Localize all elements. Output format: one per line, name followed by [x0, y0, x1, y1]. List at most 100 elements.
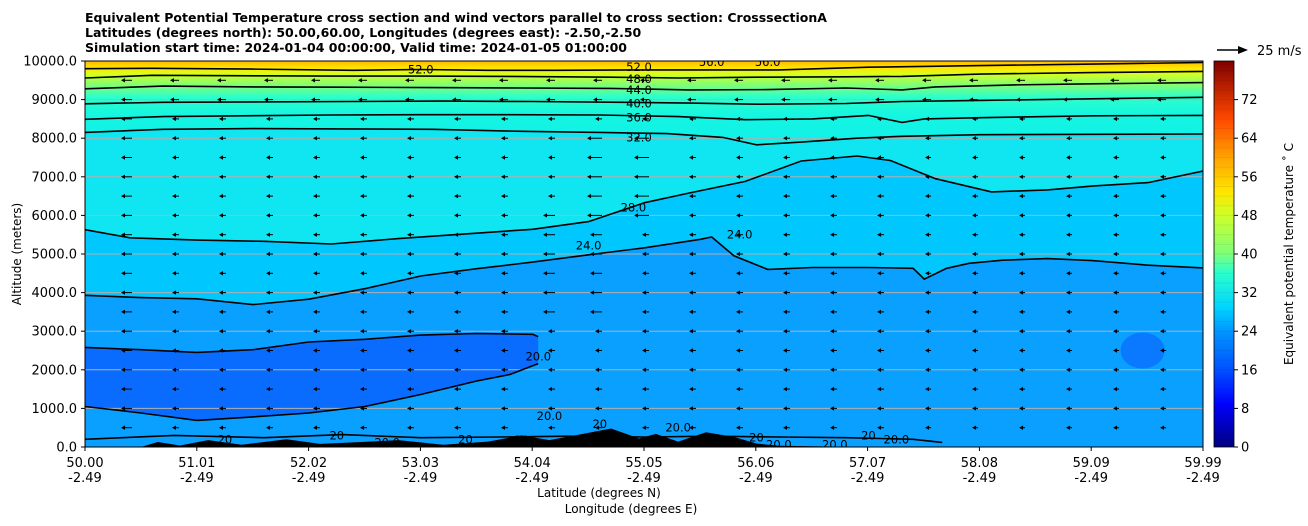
- wind-vector-head: [1113, 329, 1118, 334]
- wind-vector-head: [634, 174, 639, 179]
- contour-label: 48.0: [626, 72, 652, 86]
- wind-vector-head: [1160, 386, 1165, 392]
- wind-vector-head: [877, 232, 882, 237]
- wind-vector-head: [1207, 426, 1211, 430]
- wind-vector-head: [313, 309, 318, 315]
- wind-vector-head: [360, 155, 365, 160]
- contour-label: 20.0: [665, 421, 691, 435]
- wind-vector-head: [360, 309, 365, 315]
- colorbar-tick-label: 72: [1241, 93, 1258, 108]
- wind-vector-head: [830, 425, 835, 430]
- wind-vector-head: [501, 193, 506, 199]
- wind-vector-head: [1066, 425, 1071, 430]
- wind-vector-head: [407, 348, 412, 353]
- contour-label: 20.0: [374, 435, 400, 449]
- colorbar-gradient: [1214, 61, 1234, 447]
- wind-vector-head: [1066, 348, 1071, 353]
- wind-vector-head: [172, 116, 177, 122]
- wind-vector-head: [360, 232, 365, 237]
- wind-vector-head: [877, 329, 882, 334]
- wind-vector-head: [642, 329, 647, 334]
- wind-vector-head: [454, 213, 459, 218]
- wind-vector-head: [736, 155, 741, 160]
- x-tick-label-lat: 57.07: [849, 456, 886, 471]
- wind-vector-head: [1207, 290, 1211, 294]
- wind-vector-head: [219, 406, 224, 411]
- wind-vector-head: [590, 271, 595, 276]
- contour-line-44: [85, 81, 1203, 91]
- wind-vector-head: [266, 329, 271, 334]
- wind-vector-head: [689, 386, 694, 392]
- wind-vector-head: [407, 425, 412, 430]
- wind-vector-head: [634, 155, 639, 160]
- wind-vector-head: [407, 271, 412, 276]
- wind-vector-head: [1113, 251, 1118, 257]
- wind-vector-head: [972, 329, 977, 334]
- fill-patch-east: [1120, 332, 1165, 369]
- wind-vector-head: [407, 136, 412, 141]
- wind-vector-head: [219, 309, 224, 315]
- wind-vector-head: [642, 116, 647, 122]
- wind-vector-head: [1113, 367, 1118, 372]
- wind-vector-head: [172, 329, 177, 334]
- wind-vector-head: [830, 271, 835, 276]
- wind-vector-head: [121, 309, 126, 315]
- wind-vector-head: [830, 309, 835, 315]
- x-tick-label-lat: 59.99: [1184, 456, 1221, 471]
- wind-vector-head: [783, 348, 788, 353]
- y-axis-label: Altitude (meters): [10, 203, 24, 305]
- wind-vector-head: [264, 97, 269, 102]
- wind-vector-head: [736, 232, 741, 237]
- x-tick-label-lat: 52.02: [290, 456, 327, 471]
- wind-vector-head: [1207, 348, 1211, 352]
- wind-vector-head: [587, 136, 592, 141]
- wind-vector-head: [1207, 136, 1211, 140]
- wind-vector-head: [736, 425, 741, 430]
- contour-label: 20: [329, 428, 344, 442]
- y-tick-label: 2000.0: [32, 363, 78, 378]
- wind-vector-head: [360, 348, 365, 353]
- wind-vector-head: [172, 251, 177, 257]
- wind-vector-head: [1160, 174, 1165, 179]
- wind-vector-head: [219, 329, 224, 334]
- quiver-key: 25 m/s: [1217, 44, 1302, 59]
- x-tick-label-lat: 50.00: [66, 456, 103, 471]
- wind-vector-head: [1157, 78, 1162, 83]
- wind-vector-head: [1113, 386, 1118, 392]
- contour-label: 20: [514, 433, 529, 447]
- wind-vector-head: [74, 233, 78, 237]
- wind-vector-head: [407, 386, 412, 392]
- wind-vector-head: [925, 406, 930, 411]
- wind-vector-head: [783, 251, 788, 257]
- wind-vector-head: [1066, 309, 1071, 315]
- wind-vector-head: [454, 425, 459, 430]
- colorbar-tick-label: 64: [1241, 132, 1258, 147]
- wind-vector-head: [313, 213, 318, 218]
- wind-vector-head: [689, 348, 694, 353]
- wind-vector-head: [360, 386, 365, 392]
- wind-vector-head: [121, 213, 126, 218]
- wind-vector-head: [1066, 193, 1071, 199]
- x-tick-label-lon: -2.49: [851, 471, 885, 486]
- wind-vector-head: [689, 290, 694, 295]
- wind-vector-head: [783, 406, 788, 411]
- wind-vector-head: [454, 406, 459, 411]
- wind-vector-head: [1160, 251, 1165, 257]
- wind-vector-head: [972, 425, 977, 430]
- wind-vector-head: [360, 213, 365, 218]
- wind-vector-head: [642, 367, 647, 372]
- wind-vector-head: [454, 136, 459, 141]
- wind-vector-head: [1113, 271, 1118, 276]
- wind-vector-head: [734, 78, 739, 83]
- y-tick-label: 10000.0: [23, 55, 77, 70]
- wind-vector-head: [499, 78, 504, 83]
- wind-vector-head: [74, 426, 78, 430]
- wind-vector-head: [736, 251, 741, 257]
- wind-vector-head: [689, 425, 694, 430]
- wind-vector-head: [501, 290, 506, 295]
- contour-line-48: [85, 70, 1203, 79]
- wind-vector-head: [972, 348, 977, 353]
- wind-vector-head: [219, 193, 224, 199]
- wind-vector-head: [1066, 136, 1071, 141]
- wind-vector-head: [266, 271, 271, 276]
